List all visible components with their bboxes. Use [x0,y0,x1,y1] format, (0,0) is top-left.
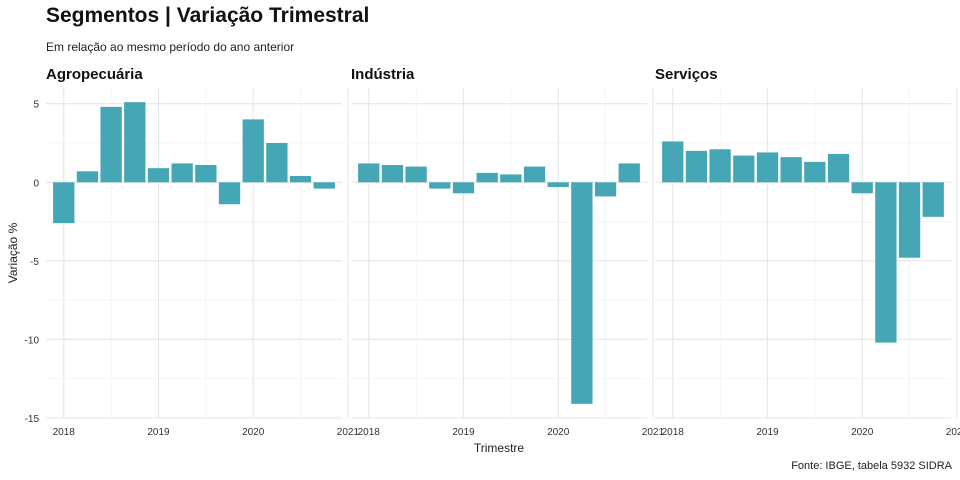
bar-2020-t1 [851,182,873,194]
bar-2020-t4 [313,182,335,189]
facet-panel-2: Indústria 2018 2019 2020 2021 [351,66,664,438]
bar-2019-t2 [476,172,498,183]
x-tick-label: 2021 [337,427,360,438]
bar-2020-t2 [875,182,897,343]
facet-title: Serviços [655,66,718,83]
facet-panel-1: Agropecuária 2018 2019 2020 2021 [46,66,359,438]
bar-2019-t3 [500,174,522,183]
x-tick-label: 2020 [242,427,265,438]
x-axis-title: Trimestre [474,441,525,455]
bar-2018-t1 [358,163,380,183]
y-tick-label: -10 [25,335,40,346]
bar-2018-t2 [76,171,99,183]
y-tick-label: 5 [33,100,39,111]
bar-2019-t1 [147,168,170,183]
x-tick-label: 2019 [756,427,779,438]
bar-2019-t2 [171,163,193,183]
chart-subtitle: Em relação ao mesmo período do ano anter… [46,40,295,54]
x-tick-label: 2021 [946,427,960,438]
x-tick-label: 2020 [851,427,874,438]
x-tick-label: 2019 [452,427,475,438]
bar-2019-t2 [780,157,802,183]
bar-2020-t4 [618,163,640,183]
bar-2019-t4 [827,154,850,183]
bar-2020-t1 [242,119,264,183]
bar-2020-t4 [922,182,944,217]
x-tick-label: 2019 [147,427,170,438]
bar-2018-t3 [709,149,731,183]
x-tick-label: 2020 [547,427,570,438]
y-tick-label: 0 [33,178,39,189]
bar-2019-t1 [756,152,779,183]
x-tick-label: 2018 [53,427,76,438]
x-tick-label: 2021 [642,427,665,438]
bar-2018-t1 [662,141,684,183]
y-tick-label: -5 [30,257,39,268]
bar-2019-t1 [452,182,475,194]
y-axis-title: Variação % [6,222,20,283]
bar-2020-t3 [898,182,921,258]
bar-2020-t2 [266,143,288,183]
bar-2020-t3 [289,176,312,183]
bar-2018-t2 [685,150,708,183]
bar-2018-t4 [429,182,451,189]
facet-title: Agropecuária [46,66,143,83]
bar-2020-t3 [594,182,617,197]
bar-2018-t4 [733,155,755,183]
bar-2020-t2 [571,182,593,404]
bar-2019-t3 [195,165,217,183]
bar-2019-t3 [804,161,826,183]
chart-caption: Fonte: IBGE, tabela 5932 SIDRA [791,460,952,472]
bar-2018-t1 [53,182,75,224]
bar-2018-t4 [124,102,146,183]
bar-2018-t3 [100,106,122,183]
x-tick-label: 2018 [358,427,381,438]
facet-panel-3: Serviços 2018 2019 2020 2021 [655,66,960,438]
bar-2018-t2 [381,165,404,183]
bar-2020-t1 [547,182,569,187]
y-tick-label: -15 [25,414,40,425]
bar-2019-t4 [218,182,241,205]
bar-2018-t3 [405,166,427,183]
facet-title: Indústria [351,66,415,83]
chart-title: Segmentos | Variação Trimestral [46,4,370,27]
bar-2019-t4 [523,166,546,183]
x-tick-label: 2018 [662,427,685,438]
